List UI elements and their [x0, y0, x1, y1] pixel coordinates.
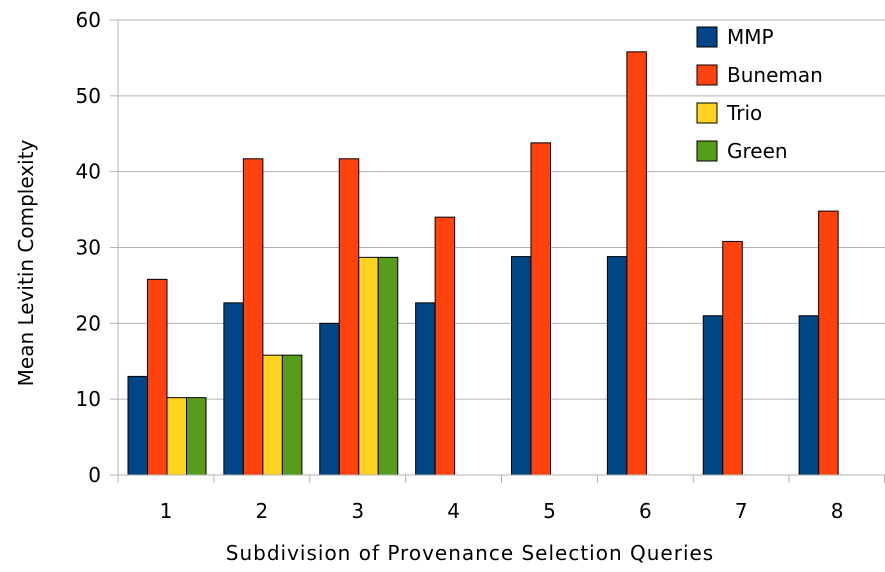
bar-green-1 — [186, 397, 207, 476]
legend-swatch-trio — [696, 102, 718, 124]
x-tick-label: 4 — [447, 499, 460, 523]
y-axis-title: Mean Levitin Complexity — [14, 139, 38, 386]
bar-buneman-3 — [338, 158, 360, 476]
bar-mmp-4 — [415, 302, 436, 476]
bar-mmp-2 — [223, 302, 244, 476]
bar-trio-3 — [358, 256, 379, 476]
x-tick-label: 8 — [831, 499, 844, 523]
bar-mmp-7 — [702, 315, 724, 476]
legend-label-mmp: MMP — [727, 25, 774, 49]
x-tick-label: 5 — [543, 499, 556, 523]
legend-label-trio: Trio — [726, 101, 762, 125]
x-tick-labels: 1 2 3 4 5 6 7 8 — [160, 499, 844, 523]
x-tick-label: 7 — [735, 499, 748, 523]
legend-swatch-buneman — [696, 64, 718, 86]
bar-mmp-3 — [319, 322, 340, 476]
bar-trio-2 — [262, 354, 283, 476]
bar-buneman-8 — [818, 210, 839, 476]
x-tick-label: 1 — [160, 499, 173, 523]
bar-buneman-1 — [147, 278, 168, 476]
legend-swatch-mmp — [696, 26, 718, 48]
y-tick-label: 40 — [76, 160, 101, 184]
legend-label-green: Green — [727, 139, 788, 163]
bar-mmp-8 — [798, 315, 820, 476]
bar-mmp-1 — [127, 375, 148, 476]
bars — [127, 51, 839, 476]
y-tick-label: 50 — [76, 84, 101, 108]
y-tick-labels: 0 10 20 30 40 50 60 — [76, 8, 101, 487]
bar-buneman-2 — [242, 158, 264, 476]
y-tick-label: 60 — [76, 8, 101, 32]
bar-green-2 — [281, 354, 303, 476]
y-tick-label: 30 — [76, 236, 101, 260]
legend: MMP Buneman Trio Green — [696, 25, 823, 163]
y-tick-label: 20 — [76, 311, 101, 335]
bar-buneman-7 — [722, 240, 743, 476]
y-tick-label: 10 — [76, 387, 101, 411]
bar-mmp-6 — [606, 256, 628, 476]
y-tick-label: 0 — [88, 463, 101, 487]
bar-green-3 — [377, 256, 399, 476]
x-axis-title: Subdivision of Provenance Selection Quer… — [226, 541, 714, 565]
axes — [117, 20, 885, 483]
bar-buneman-4 — [434, 216, 456, 476]
legend-swatch-green — [696, 140, 718, 162]
bar-buneman-6 — [626, 51, 647, 476]
x-tick-label: 6 — [639, 499, 652, 523]
x-tick-label: 3 — [351, 499, 364, 523]
x-tick-label: 2 — [255, 499, 268, 523]
legend-label-buneman: Buneman — [727, 63, 823, 87]
bar-trio-1 — [166, 397, 187, 476]
bar-mmp-5 — [511, 256, 532, 476]
bar-buneman-5 — [530, 142, 551, 476]
